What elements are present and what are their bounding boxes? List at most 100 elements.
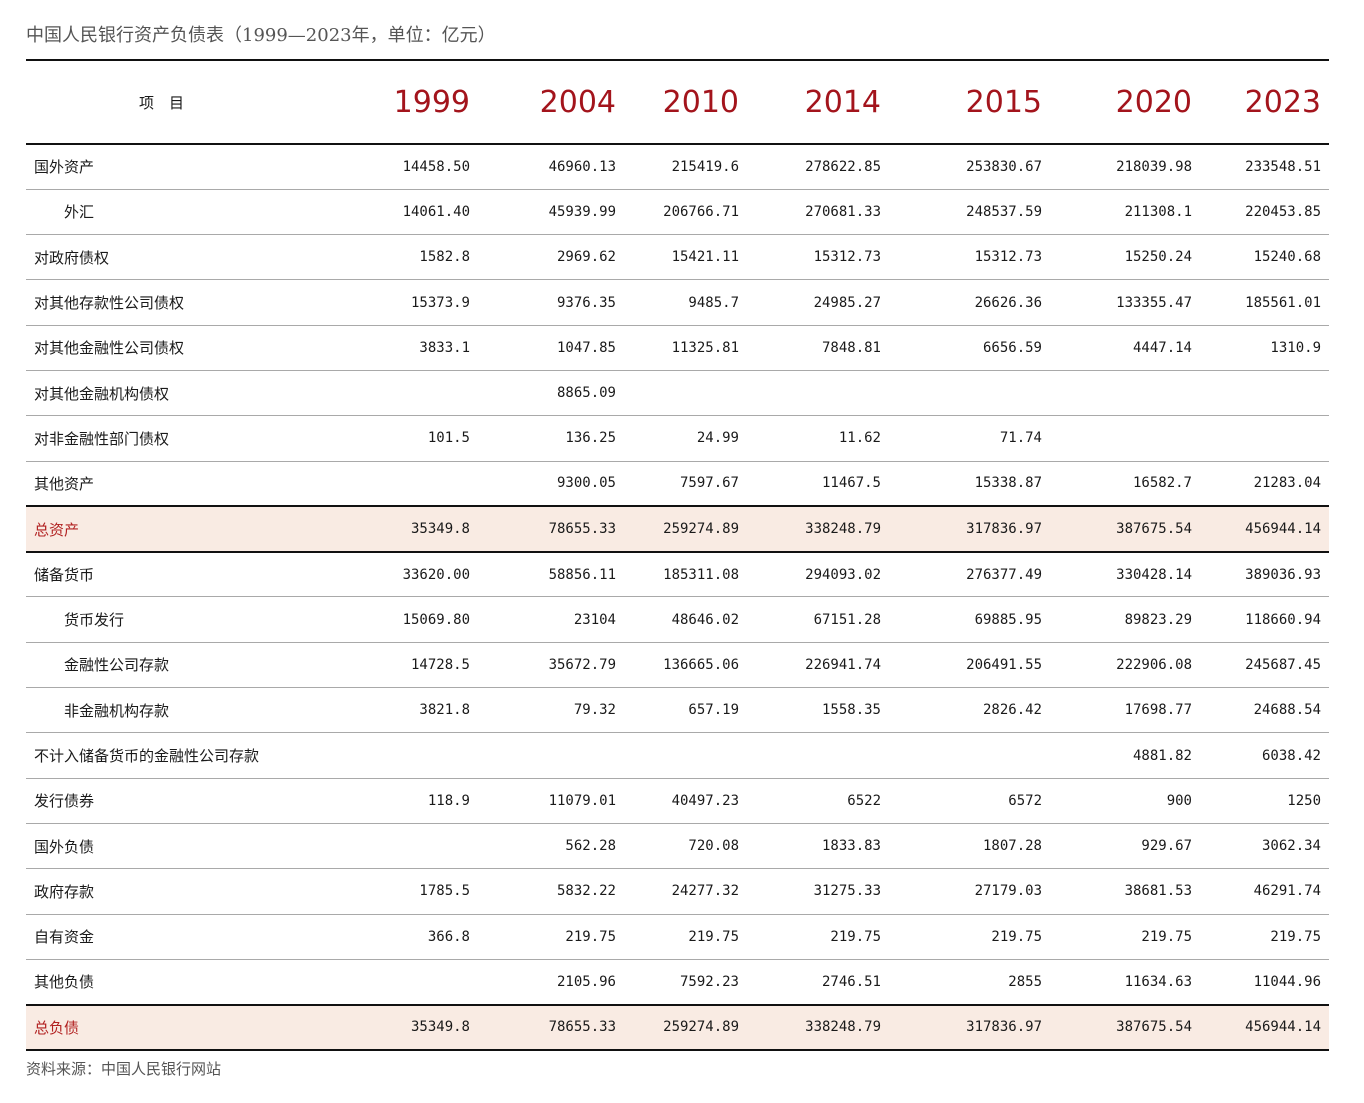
cell-value-2015: 317836.97	[966, 1019, 1042, 1036]
cell-value-1999: 3821.8	[419, 702, 470, 719]
cell-value-2004: 58856.11	[548, 566, 616, 583]
cell-value-2004	[478, 733, 624, 778]
cell-value-2010: 219.75	[688, 928, 739, 945]
cell-value-1999: 14061.40	[402, 203, 470, 220]
table-row: 政府存款 1785.5 5832.22 24277.32 31275.33 27179.0…	[26, 869, 1329, 915]
cell-value-2023: 15240.68	[1253, 249, 1321, 266]
cell-value-2004: 9300.05	[556, 475, 616, 492]
cell-value-2020: 4447.14	[1132, 339, 1192, 356]
cell-value-2014: 278622.85	[805, 158, 881, 175]
cell-value-2023: 245687.45	[1245, 656, 1321, 673]
table-row: 发行债券 118.9 11079.01 40497.23 6522 6572 900 1250	[26, 778, 1329, 824]
table-row: 货币发行 15069.80 23104 48646.02 67151.28 69885.9…	[26, 597, 1329, 643]
year-header-2015: 2015	[965, 84, 1042, 120]
table-row: 国外资产 14458.50 46960.13 215419.6 278622.85 253…	[26, 144, 1329, 190]
row-label: 金融性公司存款	[64, 656, 170, 675]
cell-value-2020: 218039.98	[1116, 158, 1192, 175]
cell-value-2010: 215419.6	[671, 158, 739, 175]
cell-value-2020: 11634.63	[1124, 973, 1192, 990]
table-row: 对其他金融性公司债权 3833.1 1047.85 11325.81 7848.81 66…	[26, 325, 1329, 371]
cell-value-2014	[747, 370, 889, 415]
row-label: 国外负债	[34, 837, 95, 856]
cell-value-2015: 276377.49	[966, 566, 1042, 583]
cell-value-2010: 136665.06	[663, 656, 739, 673]
cell-value-2020	[1050, 416, 1200, 461]
table-row-total: 总负债 35349.8 78655.33 259274.89 338248.79 3178…	[26, 1004, 1329, 1050]
cell-value-2010: 15421.11	[671, 249, 739, 266]
cell-value-2015: 253830.67	[966, 158, 1042, 175]
cell-value-2023: 456944.14	[1245, 1019, 1321, 1036]
cell-value-2014: 11467.5	[821, 475, 881, 492]
cell-value-2023: 21283.04	[1253, 475, 1321, 492]
row-label: 总资产	[34, 520, 80, 539]
table-row: 金融性公司存款 14728.5 35672.79 136665.06 226941.74…	[26, 642, 1329, 688]
table-row: 其他资产 9300.05 7597.67 11467.5 15338.87 16582.7…	[26, 461, 1329, 507]
cell-value-1999: 3833.1	[419, 339, 470, 356]
table-header-row: 项 目 1999 2004 2010 2014 2015 2020 2023	[26, 60, 1329, 144]
row-label: 对非金融性部门债权	[34, 429, 170, 448]
cell-value-2010: 206766.71	[663, 203, 739, 220]
table-row: 非金融机构存款 3821.8 79.32 657.19 1558.35 2826.42 17…	[26, 688, 1329, 733]
cell-value-2014: 6522	[847, 792, 881, 809]
table-row: 对非金融性部门债权 101.5 136.25 24.99 11.62 71.74	[26, 416, 1329, 462]
cell-value-2014: 226941.74	[805, 656, 881, 673]
cell-value-2015: 15338.87	[974, 475, 1042, 492]
cell-value-2004: 2105.96	[556, 973, 616, 990]
cell-value-2023: 1250	[1287, 792, 1321, 809]
cell-value-2023: 6038.42	[1261, 747, 1321, 764]
cell-value-2023: 46291.74	[1253, 883, 1321, 900]
cell-value-2015: 317836.97	[966, 521, 1042, 538]
source-note: 资料来源：中国人民银行网站	[26, 1060, 222, 1078]
table-row: 自有资金 366.8 219.75 219.75 219.75 219.75 219.75 2…	[26, 914, 1329, 960]
cell-value-2015: 2826.42	[982, 702, 1042, 719]
cell-value-2015: 15312.73	[974, 249, 1042, 266]
cell-value-1999: 33620.00	[402, 566, 470, 583]
row-label: 外汇	[64, 203, 95, 222]
cell-value-2004: 9376.35	[556, 294, 616, 311]
cell-value-2023	[1200, 370, 1329, 415]
cell-value-2023: 233548.51	[1245, 158, 1321, 175]
cell-value-2015: 248537.59	[966, 203, 1042, 220]
cell-value-2014: 7848.81	[821, 339, 881, 356]
cell-value-2014: 2746.51	[821, 973, 881, 990]
table-row: 其他负债 2105.96 7592.23 2746.51 2855 11634.63 110…	[26, 959, 1329, 1005]
cell-value-2023: 24688.54	[1253, 702, 1321, 719]
cell-value-2010: 657.19	[688, 702, 739, 719]
cell-value-1999: 366.8	[427, 928, 470, 945]
cell-value-2020	[1050, 370, 1200, 415]
cell-value-2015	[889, 733, 1050, 778]
cell-value-2004: 46960.13	[548, 158, 616, 175]
cell-value-2015: 2855	[1008, 973, 1042, 990]
cell-value-2014: 1558.35	[821, 702, 881, 719]
cell-value-2010: 40497.23	[671, 792, 739, 809]
cell-value-2004: 79.32	[573, 702, 616, 719]
cell-value-2020: 387675.54	[1116, 1019, 1192, 1036]
cell-value-2020: 17698.77	[1124, 702, 1192, 719]
year-header-2020: 2020	[1115, 84, 1192, 120]
cell-value-1999: 14458.50	[402, 158, 470, 175]
cell-value-2010: 7592.23	[679, 973, 739, 990]
cell-value-2015: 6656.59	[982, 339, 1042, 356]
row-label: 对政府债权	[34, 248, 110, 267]
cell-value-2010: 7597.67	[679, 475, 739, 492]
cell-value-2015: 27179.03	[974, 883, 1042, 900]
cell-value-1999: 35349.8	[410, 1019, 470, 1036]
table-row: 对其他金融机构债权 8865.09	[26, 370, 1329, 416]
table-row: 国外负债 562.28 720.08 1833.83 1807.28 929.67 3062…	[26, 823, 1329, 869]
cell-value-2020: 222906.08	[1116, 656, 1192, 673]
cell-value-2023: 219.75	[1270, 928, 1321, 945]
cell-value-2015: 71.74	[999, 430, 1042, 447]
cell-value-1999: 14728.5	[410, 656, 470, 673]
row-label: 对其他金融性公司债权	[34, 339, 185, 358]
cell-value-2023: 118660.94	[1245, 611, 1321, 628]
cell-value-1999: 118.9	[427, 792, 470, 809]
cell-value-2023: 220453.85	[1245, 203, 1321, 220]
cell-value-2020: 900	[1166, 792, 1192, 809]
table-row: 不计入储备货币的金融性公司存款 4881.82 6038.42	[26, 733, 1329, 779]
balance-sheet-table: 项 目 1999 2004 2010 2014 2015 2020 2023 国外资产 144…	[26, 59, 1329, 1051]
table-title: 中国人民银行资产负债表（1999—2023年，单位：亿元）	[26, 25, 496, 46]
cell-value-1999	[346, 370, 478, 415]
cell-value-1999: 15373.9	[410, 294, 470, 311]
year-header-2010: 2010	[662, 84, 739, 120]
row-label: 政府存款	[34, 882, 95, 901]
